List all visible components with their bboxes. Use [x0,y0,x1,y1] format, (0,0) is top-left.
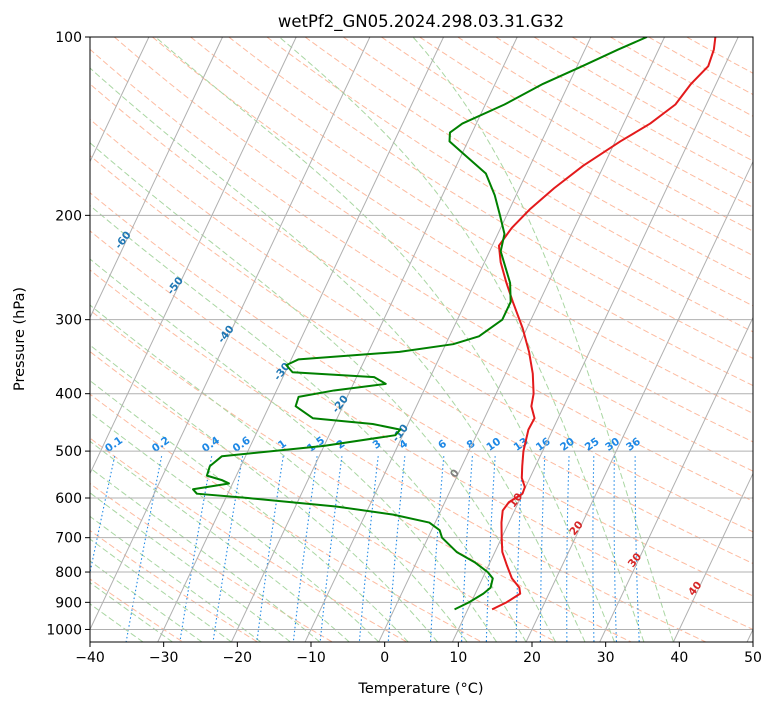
dry-adiabat-line [228,37,753,359]
dry-adiabat-line [342,37,753,281]
isotherm-gridline [672,472,753,642]
mixing-ratio-line [485,456,496,642]
isotherm-gridline [599,316,753,642]
dry-adiabat-line [113,37,753,443]
moist-adiabat-line [90,258,498,642]
dry-adiabat-line [90,118,753,533]
mixing-ratio-line [634,456,640,642]
isotherm-gridline [230,37,518,642]
x-tick-label: −40 [75,650,105,666]
plot-background [90,37,753,642]
mixing-ratio-line [539,456,546,642]
moist-adiabat-line [90,467,321,642]
isotherm-gridline [90,37,371,631]
profile-series [192,37,717,611]
moist-adiabat-line [278,37,645,642]
dry-adiabat-line [90,437,408,642]
x-tick-label: −30 [149,650,179,666]
dry-adiabats [90,37,753,642]
x-axis-label: Temperature (°C) [357,681,483,697]
dry-adiabat-line [90,393,482,642]
moist-adiabat-line [90,411,380,642]
y-tick-label: 1000 [46,622,82,638]
x-tick-label: −20 [223,650,253,666]
moist-adiabat-line [90,380,409,642]
x-tick-label: 20 [523,650,541,666]
dry-adiabat-line [533,37,753,162]
isotherm-gridline [0,37,2,642]
isotherm-gridline [90,37,223,319]
dry-adiabat-line [152,37,753,414]
mixing-ratio-line [212,456,244,642]
y-tick-label: 300 [55,313,82,329]
isotherm-gridline [90,37,297,475]
mixing-ratio-line [592,456,595,642]
dewpoint-profile-line [192,37,648,611]
dry-adiabat-line [90,83,753,502]
mixing-ratio-line [566,456,570,642]
isotherm-gridline [525,160,753,642]
y-tick-label: 700 [55,531,82,547]
moist-adiabat-line [412,37,674,642]
dry-adiabat-line [90,154,753,565]
isotherm-gridline [304,37,592,642]
moist-adiabat-line [90,440,350,642]
dry-adiabat-line [90,48,753,472]
x-tick-label: 40 [670,650,688,666]
dry-adiabat-line [90,309,632,642]
isotherm-gridline [90,37,150,163]
isotherm-label: -70 [61,182,82,204]
grid-lines [0,37,753,642]
mixing-ratio-line [256,456,284,642]
temperature-profile-line [491,37,717,611]
isotherm-gridline [378,37,665,642]
dry-adiabat-line [419,37,753,232]
isotherm-gridline [451,37,739,642]
isotherm-label: -80 [9,137,30,159]
y-tick-label: 200 [55,208,82,224]
dry-adiabat-line [90,192,753,597]
mixing-ratio-line [179,456,213,642]
dry-adiabat-line [90,529,258,642]
moist-adiabat-line [90,560,203,642]
moist-adiabat-line [90,67,586,642]
dry-adiabat-line [90,269,706,642]
mixing-ratio-line [292,456,318,642]
y-tick-label: 800 [55,565,82,581]
dry-adiabat-line [90,230,753,630]
dry-adiabat-line [266,37,753,333]
mixing-ratio-line [613,456,617,642]
plot-frame [89,36,754,643]
moist-adiabat-line [90,344,439,642]
y-tick-label: 400 [55,387,82,403]
x-tick-label: 30 [597,650,615,666]
moist-adiabat-line [90,142,556,642]
y-tick-label: 900 [55,595,82,611]
x-tick-label: −10 [296,650,326,666]
y-tick-label: 500 [55,444,82,460]
y-axis-label: Pressure (hPa) [12,287,28,391]
moist-adiabat-line [90,581,173,642]
moist-adiabat-line [154,37,615,642]
x-tick-label: 50 [744,650,762,666]
mixing-ratio-line [515,456,524,642]
x-tick-label: 10 [449,650,467,666]
y-tick-label: 100 [55,30,82,46]
dry-adiabat-line [495,37,753,185]
chart-title: wetPf2_GN05.2024.298.03.31.G32 [278,12,564,32]
dry-adiabat-line [190,37,753,387]
axes: −40 −30 −20 −10 0 10 20 30 40 50 100 200 300 400 500 60… [46,30,762,666]
isotherm-gridline [157,37,444,642]
x-tick-label: 0 [380,650,389,666]
y-tick-label: 600 [55,491,82,507]
